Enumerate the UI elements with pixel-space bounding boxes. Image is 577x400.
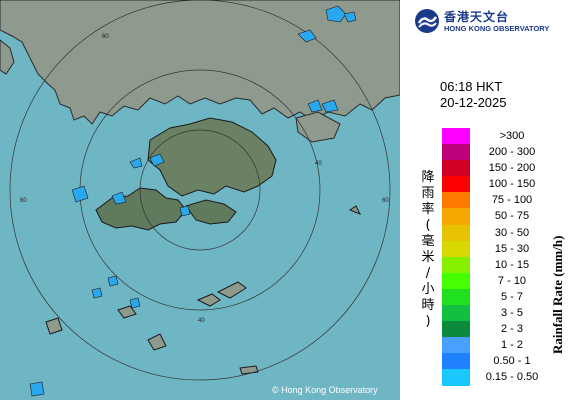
legend-swatch xyxy=(442,272,470,289)
legend-swatch xyxy=(442,305,470,322)
lantau-island xyxy=(95,187,187,231)
legend-range-label: 75 - 100 xyxy=(491,194,533,207)
observation-time: 06:18 HKT xyxy=(440,79,503,94)
legend-row: 150 - 200 xyxy=(442,160,554,177)
radar-map-canvas: 60 60 60 40 40 xyxy=(0,0,400,397)
legend-swatch xyxy=(442,192,470,209)
legend-range-label: 3 - 5 xyxy=(500,307,523,320)
ring-label: 40 xyxy=(315,161,322,167)
rain-echo xyxy=(297,29,317,43)
legend-range-label: >300 xyxy=(499,130,525,142)
small-island-6 xyxy=(239,365,259,375)
new-territories xyxy=(147,117,277,197)
rain-echo xyxy=(307,99,323,113)
rain-echoes xyxy=(29,5,357,397)
legend-swatch xyxy=(442,144,470,161)
small-island-3 xyxy=(45,317,63,335)
rain-echo xyxy=(111,191,127,205)
legend-swatch xyxy=(442,160,470,177)
legend-row: 15 - 30 xyxy=(442,240,554,257)
info-panel: 香港天文台 HONG KONG OBSERVATORY 06:18 HKT 20… xyxy=(400,0,577,400)
eastern-peninsula xyxy=(295,111,341,143)
logo-chinese-name: 香港天文台 xyxy=(444,10,510,24)
radar-map: 60 60 60 40 40 © Hong Kong Observatory xyxy=(0,0,400,400)
rain-echo xyxy=(129,157,143,169)
legend-row: 30 - 50 xyxy=(442,224,554,241)
legend-range-label: 150 - 200 xyxy=(488,162,536,175)
ring-label: 60 xyxy=(382,198,389,204)
range-ring-inner xyxy=(139,129,261,251)
rain-echo xyxy=(343,11,357,23)
mainland-landmass xyxy=(0,0,400,125)
ring-label: 60 xyxy=(20,198,27,204)
range-ring-outer xyxy=(9,0,391,381)
legend-range-label: 15 - 30 xyxy=(494,242,530,255)
small-island-4 xyxy=(147,333,167,351)
legend-swatch xyxy=(442,321,470,338)
rain-echo xyxy=(91,287,103,299)
legend-range-label: 50 - 75 xyxy=(494,210,530,223)
legend-swatch xyxy=(442,224,470,241)
legend-row: 200 - 300 xyxy=(442,144,554,161)
legend-row: 0.50 - 1 xyxy=(442,353,554,370)
legend-row: 75 - 100 xyxy=(442,192,554,209)
rain-echo xyxy=(29,381,45,397)
legend-swatch xyxy=(442,369,470,386)
legend-range-label: 2 - 3 xyxy=(500,323,523,336)
legend-range-label: 30 - 50 xyxy=(494,226,530,239)
rain-echo xyxy=(325,5,347,23)
legend-title-english: Rainfall Rate (mm/h) xyxy=(550,235,565,354)
ring-label: 40 xyxy=(198,318,205,324)
legend-row: 50 - 75 xyxy=(442,208,554,225)
legend-range-label: 1 - 2 xyxy=(500,339,523,352)
legend-swatch xyxy=(442,353,470,370)
rain-echo xyxy=(71,185,89,203)
legend-swatch xyxy=(442,128,470,145)
legend-swatch xyxy=(442,256,470,273)
rain-echo xyxy=(149,153,165,167)
legend-title-chinese: 降雨率(毫米 / 小時) xyxy=(421,170,435,329)
legend-range-label: 0.15 - 0.50 xyxy=(485,371,539,384)
legend-row: 2 - 3 xyxy=(442,321,554,338)
rain-echo xyxy=(179,205,191,217)
hko-logo-icon xyxy=(414,8,440,34)
rainfall-legend: >300 200 - 300 150 - 200 100 - 150 75 - 100 5… xyxy=(442,128,554,386)
range-ring-labels: 60 60 60 40 40 xyxy=(20,34,389,324)
legend-row: 1 - 2 xyxy=(442,337,554,354)
legend-row: >300 xyxy=(442,128,554,145)
legend-row: 10 - 15 xyxy=(442,256,554,273)
rain-echo xyxy=(321,99,339,113)
small-island-5 xyxy=(117,305,137,319)
logo-english-name: HONG KONG OBSERVATORY xyxy=(444,24,550,33)
small-island-7 xyxy=(348,205,362,215)
legend-row: 5 - 7 xyxy=(442,288,554,306)
hong-kong-island xyxy=(185,199,237,225)
legend-row: 0.15 - 0.50 xyxy=(442,369,554,386)
small-island-1 xyxy=(196,293,221,307)
observation-date: 20-12-2025 xyxy=(440,95,507,110)
legend-swatch xyxy=(442,240,470,257)
legend-range-label: 5 - 7 xyxy=(500,290,523,303)
legend-range-label: 100 - 150 xyxy=(488,178,536,191)
rain-echo xyxy=(129,297,141,309)
legend-row: 7 - 10 xyxy=(442,272,554,289)
small-island-2 xyxy=(216,281,247,299)
legend-swatch xyxy=(442,208,470,225)
legend-swatch xyxy=(442,288,470,306)
copyright-text: © Hong Kong Observatory xyxy=(272,385,378,395)
ring-label: 60 xyxy=(102,34,109,40)
legend-range-label: 7 - 10 xyxy=(497,274,527,287)
legend-range-label: 200 - 300 xyxy=(488,146,536,159)
legend-row: 3 - 5 xyxy=(442,305,554,322)
legend-range-label: 0.50 - 1 xyxy=(493,355,531,368)
legend-swatch xyxy=(442,176,470,193)
legend-swatch xyxy=(442,337,470,354)
rain-echo xyxy=(107,275,119,287)
legend-range-label: 10 - 15 xyxy=(494,258,530,271)
west-coast xyxy=(0,39,15,75)
legend-row: 100 - 150 xyxy=(442,176,554,193)
